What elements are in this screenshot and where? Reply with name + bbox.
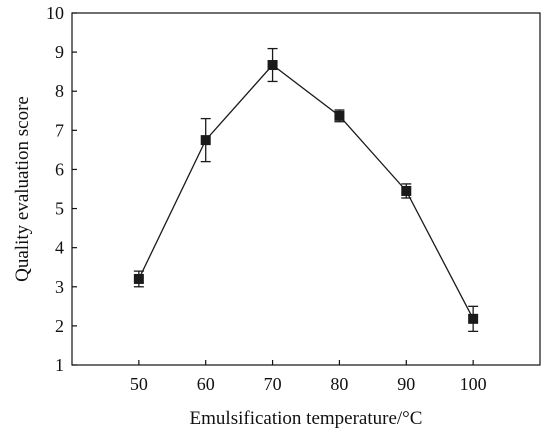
y-tick-label: 1 [55,355,64,375]
data-point-marker [401,185,412,196]
y-tick-label: 5 [55,199,64,219]
series-layer [133,47,479,333]
x-tick-label: 80 [330,374,348,394]
x-tick-label: 60 [197,374,215,394]
series-line [138,64,474,320]
y-tick-label: 2 [55,316,64,336]
y-tick-label: 7 [55,120,64,140]
y-tick-label: 8 [55,81,64,101]
x-tick-label: 90 [397,374,415,394]
y-tick-label: 3 [55,277,64,297]
data-point-marker [468,313,479,324]
y-tick-label: 4 [55,238,64,258]
x-tick-label: 100 [460,374,487,394]
y-tick-label: 9 [55,42,64,62]
y-tick-label: 6 [55,159,64,179]
x-tick-label: 70 [264,374,282,394]
y-tick-label: 10 [46,3,64,23]
plot-frame [71,12,541,366]
data-point-marker [334,110,345,121]
x-tick-label: 50 [130,374,148,394]
data-point-marker [200,135,211,146]
data-point-marker [133,273,144,284]
ticks: 1 2 3 4 5 6 7 8 9 10 50 60 70 80 90 100 [46,3,487,394]
y-axis-title: Quality evaluation score [12,96,33,282]
x-axis-title: Emulsification temperature/°C [190,408,423,429]
data-point-marker [267,60,278,71]
axes [71,12,541,366]
